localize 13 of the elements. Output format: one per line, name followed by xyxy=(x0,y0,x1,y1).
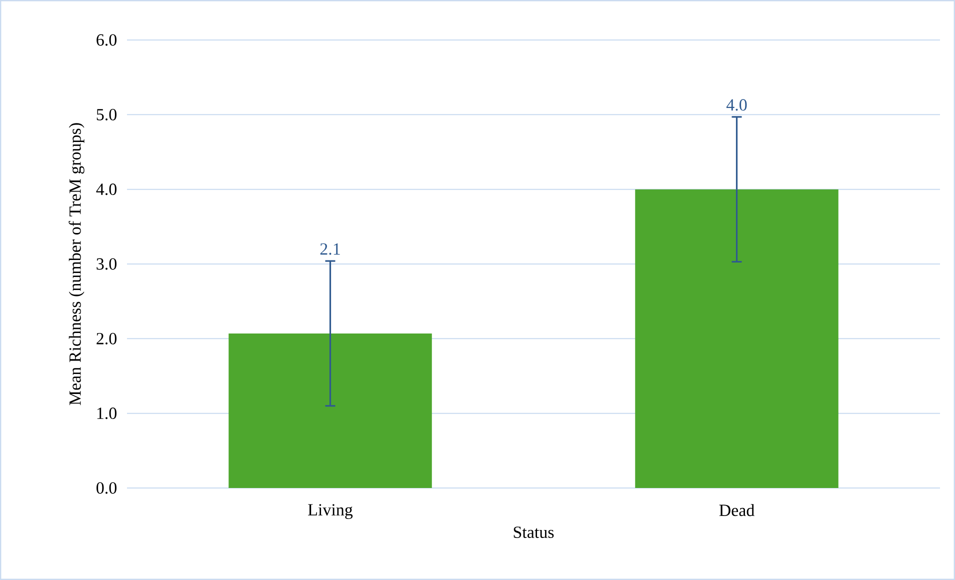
x-axis-title: Status xyxy=(514,526,554,538)
y-tick-label: 5.0 xyxy=(96,108,116,120)
annotation: 2.1 xyxy=(320,243,340,255)
y-axis-title: Mean Richness (number of TreM groups) xyxy=(68,123,84,406)
x-tick-label: Living xyxy=(308,504,353,520)
x-tick-label: Dead xyxy=(719,504,754,516)
y-tick-label: 3.0 xyxy=(96,258,116,270)
y-tick-label: 1.0 xyxy=(97,408,116,420)
annotation: 4.0 xyxy=(726,99,747,111)
y-tick-label: 0.0 xyxy=(96,482,116,494)
y-tick-label: 2.0 xyxy=(96,332,116,344)
y-tick-label: 4.0 xyxy=(96,184,116,196)
y-tick-label: 6.0 xyxy=(96,34,116,46)
